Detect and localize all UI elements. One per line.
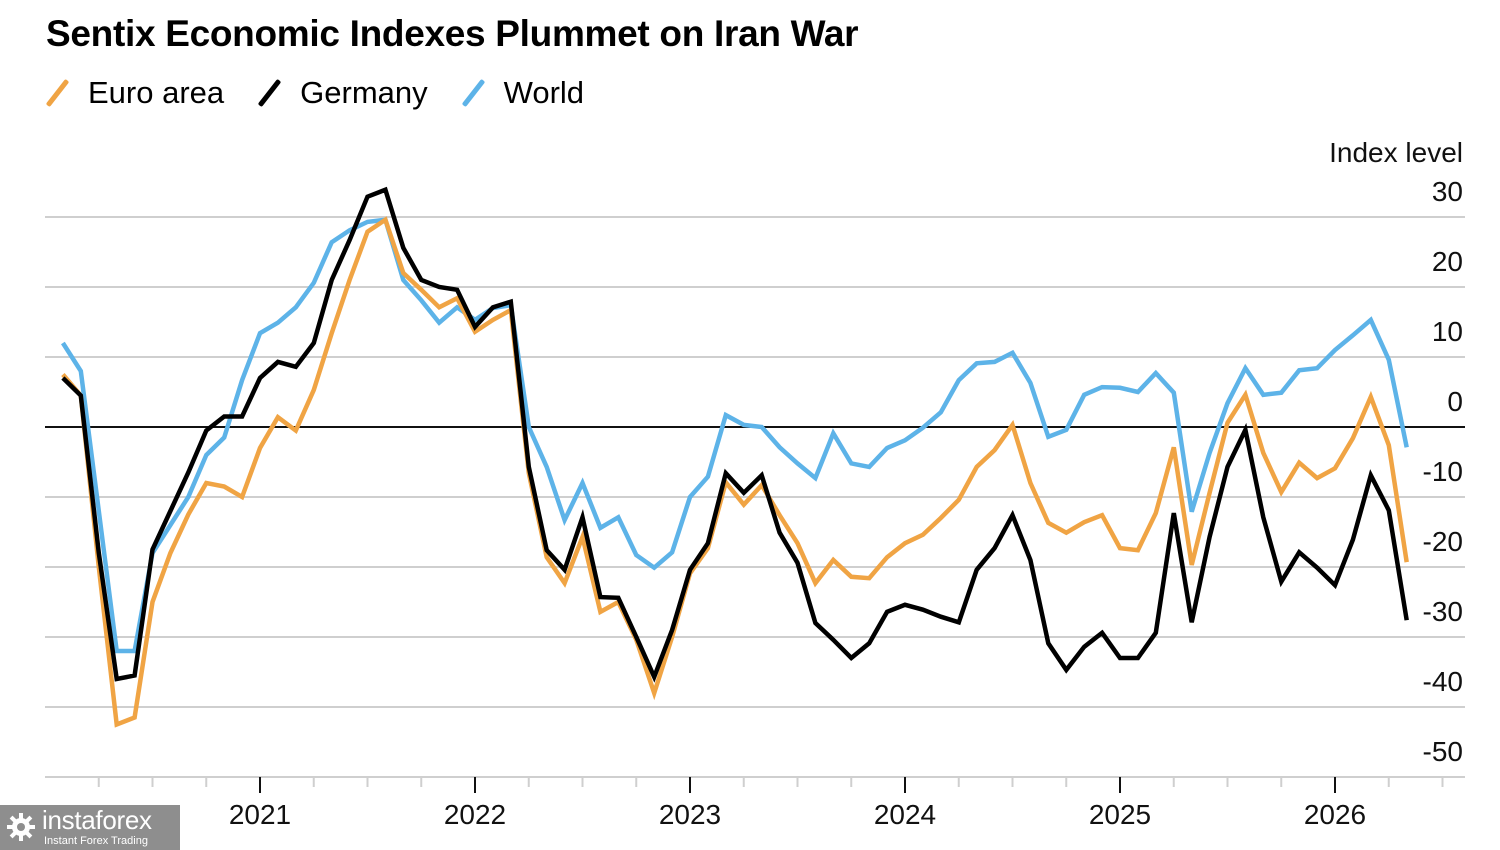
x-tick-label: 2024	[874, 799, 936, 830]
x-tick-label: 2021	[229, 799, 291, 830]
y-tick-label: 10	[1432, 316, 1463, 347]
legend-item-germany: Germany	[258, 74, 427, 112]
chart-title: Sentix Economic Indexes Plummet on Iran …	[46, 13, 859, 54]
legend-item-world: World	[462, 74, 584, 112]
legend-label: Euro area	[88, 75, 225, 110]
y-tick-label: -50	[1423, 736, 1463, 767]
y-axis-title: Index level	[1329, 137, 1463, 168]
watermark-tagline: Instant Forex Trading	[44, 835, 148, 847]
y-tick-label: 0	[1447, 386, 1463, 417]
y-tick-label: -20	[1423, 526, 1463, 557]
x-tick-label: 2026	[1304, 799, 1366, 830]
series-line-world	[61, 217, 1409, 654]
y-tick-label: -40	[1423, 666, 1463, 697]
x-tick-label: 2022	[444, 799, 506, 830]
legend-label: World	[503, 75, 585, 110]
watermark-brand: instaforex	[42, 805, 152, 835]
y-tick-label: -30	[1423, 596, 1463, 627]
x-tick-label: 2023	[659, 799, 721, 830]
series-lines	[61, 186, 1409, 728]
y-tick-label: -10	[1423, 456, 1463, 487]
x-tick-label: 2025	[1089, 799, 1151, 830]
x-axis: 2021 2022 2023 2024 2025 2026	[45, 776, 1465, 830]
legend: Euro area Germany World	[46, 74, 618, 112]
legend-item-euro-area: Euro area	[46, 74, 224, 112]
legend-label: Germany	[300, 75, 428, 110]
series-line-germany	[61, 186, 1409, 683]
gear-logo-icon	[7, 813, 35, 841]
series-line-euro-area	[61, 216, 1409, 728]
gridlines	[45, 216, 1465, 778]
y-tick-label: 30	[1432, 176, 1463, 207]
y-tick-label: 20	[1432, 246, 1463, 277]
instaforex-watermark: instaforex Instant Forex Trading	[0, 805, 180, 850]
y-axis-labels: 30 20 10 0 -10 -20 -30 -40 -50	[1423, 176, 1463, 767]
